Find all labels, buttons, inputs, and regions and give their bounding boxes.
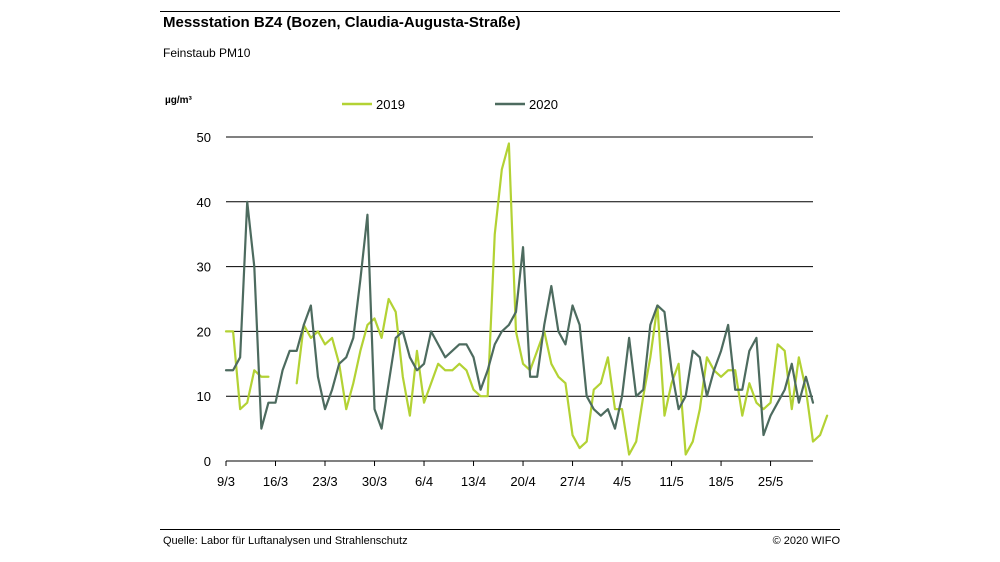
x-tick-label: 30/3 bbox=[362, 474, 387, 489]
x-tick-label: 20/4 bbox=[510, 474, 535, 489]
x-tick-label: 23/3 bbox=[312, 474, 337, 489]
x-tick-label: 18/5 bbox=[708, 474, 733, 489]
legend: 2019 2020 bbox=[342, 97, 558, 112]
y-tick-label: 40 bbox=[197, 195, 211, 210]
chart-subtitle: Feinstaub PM10 bbox=[163, 46, 251, 60]
series-line-2019 bbox=[224, 142, 829, 456]
x-tick-label: 13/4 bbox=[461, 474, 486, 489]
grid bbox=[226, 136, 813, 462]
y-tick-label: 50 bbox=[197, 130, 211, 145]
y-tick-label: 20 bbox=[197, 324, 211, 339]
x-tick-label: 9/3 bbox=[217, 474, 235, 489]
copyright-note: © 2020 WIFO bbox=[772, 535, 840, 547]
x-tick-label: 27/4 bbox=[560, 474, 585, 489]
series-lines bbox=[224, 142, 829, 456]
y-tick-label: 10 bbox=[197, 389, 211, 404]
x-tick-label: 11/5 bbox=[659, 474, 683, 489]
y-tick-label: 0 bbox=[204, 454, 211, 469]
x-tick-label: 25/5 bbox=[758, 474, 783, 489]
y-tick-label: 30 bbox=[197, 260, 211, 275]
bottom-rule bbox=[160, 529, 840, 530]
y-axis-unit: µg/m³ bbox=[165, 95, 193, 106]
chart-title: Messstation BZ4 (Bozen, Claudia-Augusta-… bbox=[163, 14, 521, 31]
x-axis: 9/3 16/3 23/3 30/3 6/4 13/4 20/4 27/4 4/5 11/5 18/… bbox=[217, 461, 783, 489]
x-tick-label: 16/3 bbox=[263, 474, 288, 489]
x-tick-label: 6/4 bbox=[415, 474, 433, 489]
source-note: Quelle: Labor für Luftanalysen und Strah… bbox=[163, 535, 408, 547]
legend-label-2019: 2019 bbox=[376, 97, 405, 112]
legend-label-2020: 2020 bbox=[529, 97, 558, 112]
x-tick-label: 4/5 bbox=[613, 474, 631, 489]
y-axis: 0 10 20 30 40 50 bbox=[197, 130, 211, 469]
series-line-2020 bbox=[224, 200, 815, 437]
top-rule bbox=[160, 11, 840, 12]
